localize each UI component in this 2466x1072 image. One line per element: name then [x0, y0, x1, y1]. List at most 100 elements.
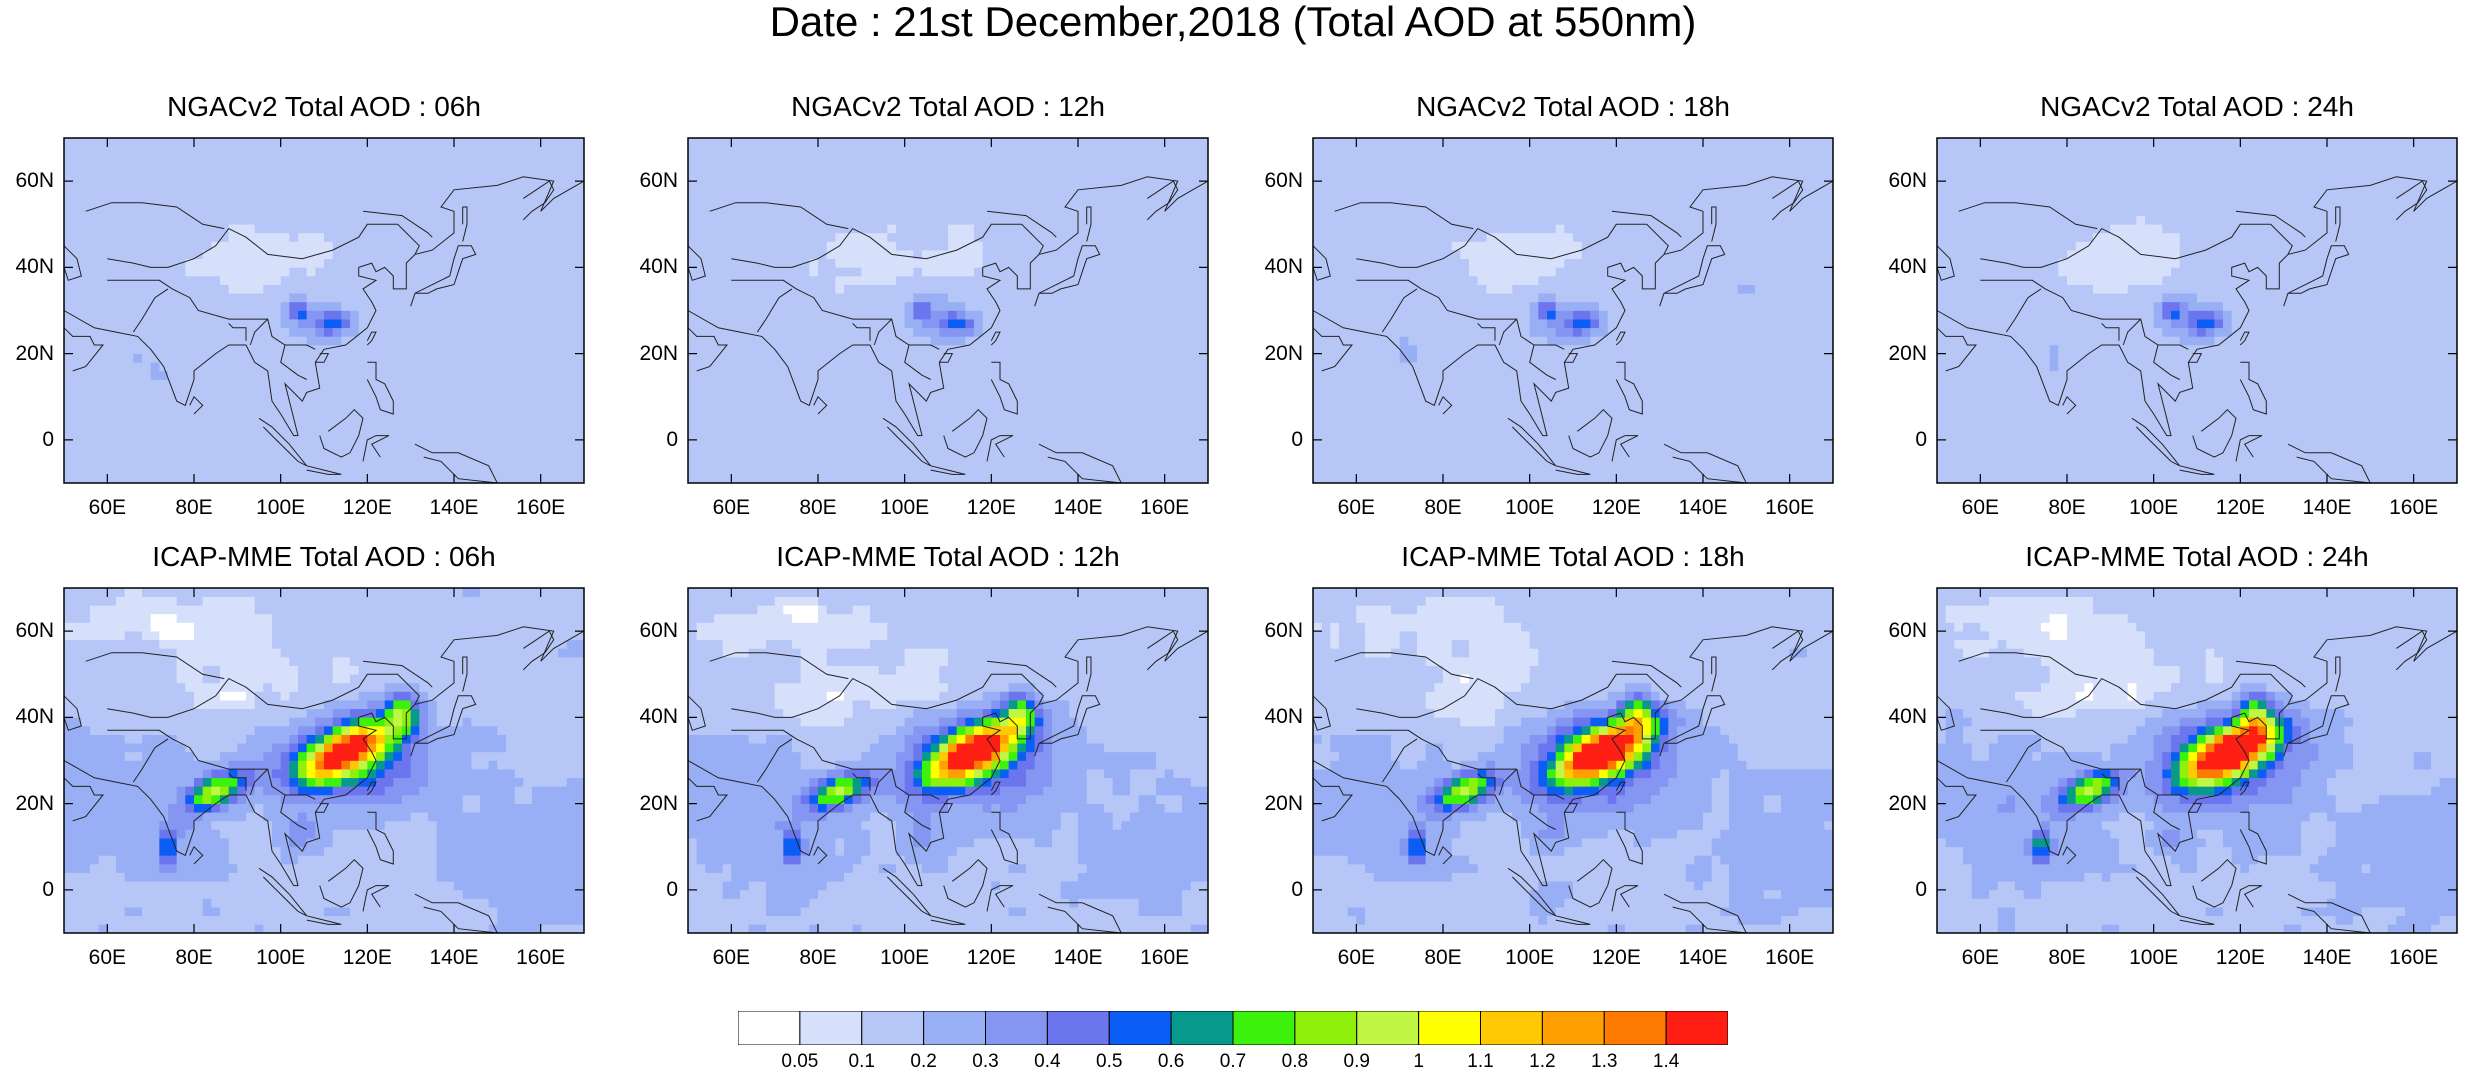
lon-tick-label: 60E [1940, 497, 2020, 519]
panel-title: ICAP-MME Total AOD : 18h [1293, 542, 1853, 572]
lon-tick-label: 100E [241, 947, 321, 969]
aod-map [1313, 588, 1833, 933]
aod-map [1937, 138, 2457, 483]
panel-title: NGACv2 Total AOD : 12h [668, 92, 1228, 122]
lon-tick-label: 160E [1125, 497, 1205, 519]
aod-field [688, 138, 1208, 483]
lat-tick-label: 0 [2, 879, 54, 901]
lon-tick-label: 140E [1038, 497, 1118, 519]
lon-tick-label: 120E [2200, 497, 2280, 519]
lat-tick-label: 60N [2, 620, 54, 642]
lon-tick-label: 100E [2114, 497, 2194, 519]
lat-tick-label: 0 [1251, 879, 1303, 901]
lon-tick-label: 140E [1663, 497, 1743, 519]
colorbar-swatch [800, 1011, 862, 1045]
lat-tick-label: 0 [626, 879, 678, 901]
lon-tick-label: 120E [1576, 497, 1656, 519]
lat-tick-label: 60N [1251, 620, 1303, 642]
aod-map [688, 138, 1208, 483]
colorbar-swatch [1047, 1011, 1109, 1045]
panel-title: NGACv2 Total AOD : 24h [1917, 92, 2466, 122]
lat-tick-label: 20N [2, 343, 54, 365]
colorbar-tick-label: 0.6 [1141, 1052, 1201, 1072]
lon-tick-label: 100E [865, 947, 945, 969]
aod-map [1937, 588, 2457, 933]
lon-tick-label: 140E [414, 947, 494, 969]
lon-tick-label: 140E [414, 497, 494, 519]
colorbar-tick-label: 1.4 [1636, 1052, 1696, 1072]
lat-tick-label: 20N [1251, 793, 1303, 815]
colorbar-tick-label: 0.9 [1327, 1052, 1387, 1072]
panel-title: ICAP-MME Total AOD : 06h [44, 542, 604, 572]
lon-tick-label: 80E [154, 947, 234, 969]
lat-tick-label: 40N [626, 256, 678, 278]
lon-tick-label: 80E [778, 947, 858, 969]
lon-tick-label: 160E [2374, 497, 2454, 519]
lon-tick-label: 160E [501, 947, 581, 969]
colorbar-swatch [1357, 1011, 1419, 1045]
lon-tick-label: 80E [1403, 947, 1483, 969]
aod-field [1937, 588, 2457, 933]
panel-title: ICAP-MME Total AOD : 12h [668, 542, 1228, 572]
lat-tick-label: 0 [2, 429, 54, 451]
aod-field [1313, 138, 1833, 483]
lat-tick-label: 20N [1875, 343, 1927, 365]
lat-tick-label: 60N [626, 170, 678, 192]
lon-tick-label: 100E [1490, 947, 1570, 969]
lon-tick-label: 140E [1663, 947, 1743, 969]
lat-tick-label: 20N [626, 343, 678, 365]
lat-tick-label: 0 [1875, 429, 1927, 451]
lon-tick-label: 80E [778, 497, 858, 519]
colorbar-swatch [1233, 1011, 1295, 1045]
lat-tick-label: 40N [1251, 706, 1303, 728]
colorbar-tick-label: 0.1 [832, 1052, 892, 1072]
lat-tick-label: 20N [1875, 793, 1927, 815]
lon-tick-label: 160E [1750, 497, 1830, 519]
colorbar-swatch [1604, 1011, 1666, 1045]
lon-tick-label: 100E [2114, 947, 2194, 969]
lon-tick-label: 100E [865, 497, 945, 519]
lat-tick-label: 40N [1875, 706, 1927, 728]
lon-tick-label: 80E [154, 497, 234, 519]
lon-tick-label: 80E [2027, 497, 2107, 519]
lat-tick-label: 60N [1875, 620, 1927, 642]
lat-tick-label: 20N [1251, 343, 1303, 365]
colorbar-tick-label: 0.7 [1203, 1052, 1263, 1072]
colorbar-swatch [1295, 1011, 1357, 1045]
colorbar-tick-label: 1.3 [1574, 1052, 1634, 1072]
lat-tick-label: 40N [2, 706, 54, 728]
lon-tick-label: 120E [2200, 947, 2280, 969]
lat-tick-label: 20N [2, 793, 54, 815]
colorbar-tick-label: 0.4 [1017, 1052, 1077, 1072]
lat-tick-label: 0 [1875, 879, 1927, 901]
lon-tick-label: 80E [2027, 947, 2107, 969]
colorbar-swatch [1666, 1011, 1728, 1045]
lon-tick-label: 140E [1038, 947, 1118, 969]
colorbar-swatch [738, 1011, 800, 1045]
lon-tick-label: 60E [691, 497, 771, 519]
lon-tick-label: 120E [327, 497, 407, 519]
lon-tick-label: 60E [67, 497, 147, 519]
lon-tick-label: 140E [2287, 497, 2367, 519]
lat-tick-label: 20N [626, 793, 678, 815]
lat-tick-label: 40N [626, 706, 678, 728]
lat-tick-label: 40N [2, 256, 54, 278]
lon-tick-label: 60E [1316, 497, 1396, 519]
lon-tick-label: 120E [951, 497, 1031, 519]
lon-tick-label: 140E [2287, 947, 2367, 969]
colorbar-tick-label: 0.5 [1079, 1052, 1139, 1072]
lat-tick-label: 60N [1875, 170, 1927, 192]
colorbar-tick-label: 1 [1389, 1052, 1449, 1072]
aod-field [64, 138, 584, 483]
aod-field [64, 588, 584, 933]
colorbar-tick-label: 1.2 [1512, 1052, 1572, 1072]
lon-tick-label: 160E [2374, 947, 2454, 969]
lat-tick-label: 0 [1251, 429, 1303, 451]
lon-tick-label: 80E [1403, 497, 1483, 519]
lat-tick-label: 40N [1251, 256, 1303, 278]
